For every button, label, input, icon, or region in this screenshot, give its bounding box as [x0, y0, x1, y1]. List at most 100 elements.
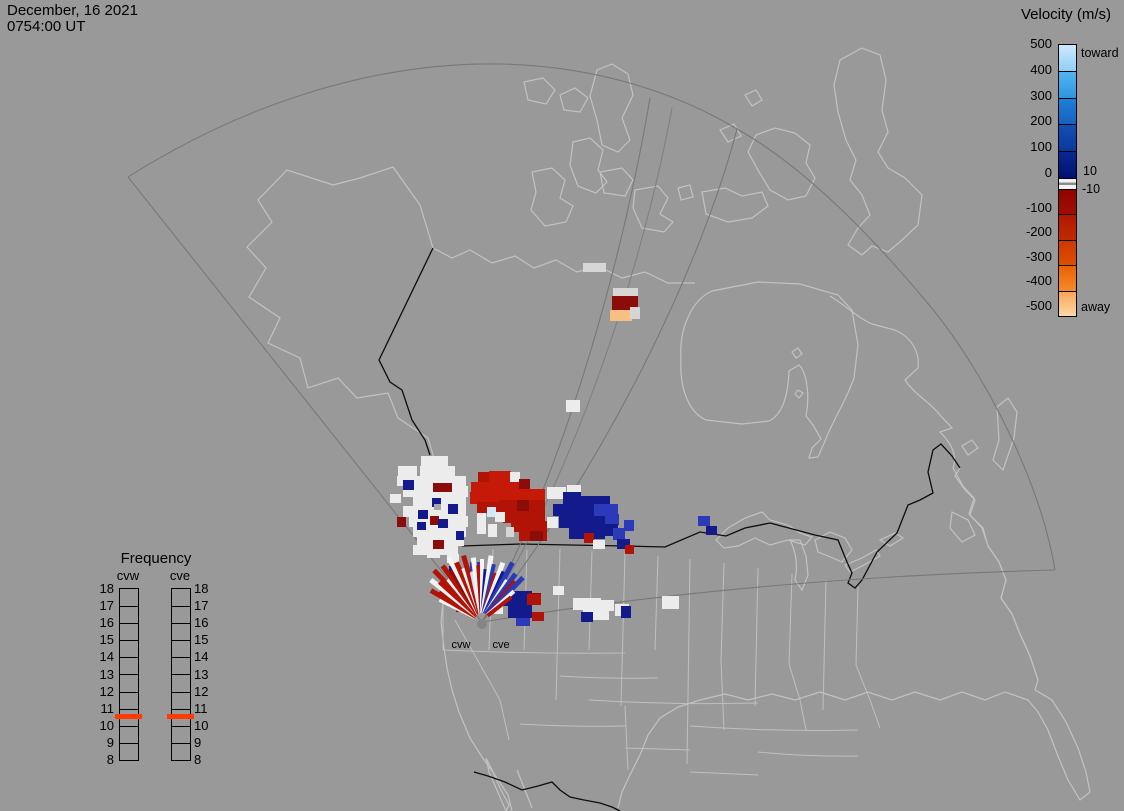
frequency-bar-segment	[120, 606, 138, 623]
arctic-island-9	[701, 187, 769, 223]
frequency-tick: 15	[99, 632, 114, 648]
colorbar-tick: -200	[1025, 224, 1052, 239]
colorbar-segment	[1059, 45, 1076, 71]
frequency-bar-cvw	[119, 588, 139, 761]
velocity-cell-nw_ground_scatter	[421, 456, 448, 467]
frequency-tick: 18	[99, 581, 114, 596]
frequency-bar-segment	[120, 725, 138, 743]
arctic-island-7	[632, 185, 674, 233]
atlantic-coast	[954, 467, 1039, 691]
frequency-bar-segment	[120, 708, 138, 726]
frequency-tick: 9	[106, 734, 114, 750]
velocity-cell-red_blob	[530, 531, 543, 541]
velocity-cell-red_blob	[547, 517, 558, 528]
baja-california	[485, 757, 533, 811]
colorbar-tick: -500	[1025, 297, 1052, 313]
away-label: away	[1081, 300, 1111, 314]
frequency-tick: 8	[194, 752, 202, 767]
frequency-bar-segment	[172, 606, 190, 623]
frequency-tick: 17	[194, 598, 209, 614]
velocity-cell-nw_ground_scatter	[413, 526, 466, 537]
velocity-cell-near_radar_blocks	[516, 618, 530, 626]
colorbar-tick: -400	[1025, 273, 1052, 288]
velocity-cell-red_blob	[489, 471, 511, 482]
colorbar-tick: -100	[1025, 199, 1052, 215]
colorbar-zero-band	[1059, 177, 1076, 189]
velocity-cell-near_radar_blocks	[532, 612, 544, 621]
frequency-marker-cve	[167, 713, 194, 719]
arctic-island-2	[569, 137, 608, 194]
frequency-marker-cvw	[115, 713, 142, 719]
velocity-cell-nw_ground_scatter	[407, 476, 466, 487]
arctic-island-8	[677, 89, 763, 201]
velocity-cell-blue_blob	[553, 504, 595, 516]
radar-site-dot	[477, 619, 487, 629]
velocity-cell-blue_blob	[559, 516, 607, 528]
frequency-bar-segment	[172, 640, 190, 657]
velocity-cell-red_blob	[487, 507, 496, 517]
frequency-bar-segment	[120, 691, 138, 709]
colorbar-segment	[1059, 70, 1076, 98]
velocity-cell-blue_blob	[698, 516, 710, 526]
velocity-cell-red_blob	[506, 527, 514, 537]
velocity-cell-north_patch	[630, 307, 640, 319]
frequency-tick: 11	[100, 700, 115, 716]
velocity-cell-nw_dots	[418, 510, 428, 519]
velocity-cell-red_blob	[519, 479, 530, 489]
velocity-cell-nw_ground_scatter	[390, 494, 401, 503]
colorbar-tick: 400	[1030, 61, 1052, 77]
frequency-tick: 13	[194, 666, 209, 682]
colorbar-tick: 500	[1030, 36, 1052, 51]
frequency-tick: 12	[99, 683, 114, 699]
velocity-cell-near_radar_blocks	[508, 606, 532, 618]
time-text: 0754:00 UT	[7, 18, 86, 35]
velocity-cell-east_cells	[583, 610, 609, 620]
inner-neg-label: -10	[1082, 182, 1101, 196]
velocity-cell-nw_dots	[432, 498, 441, 507]
frequency-bar-segment	[172, 691, 190, 709]
colorbar-segment	[1059, 124, 1076, 152]
frequency-tick: 11	[194, 700, 208, 716]
colorbar-segment	[1059, 97, 1076, 125]
frequency-bar-segment	[172, 623, 190, 640]
velocity-cell-nw_dots	[456, 531, 464, 540]
velocity-cell-blue_blob	[706, 526, 717, 535]
fan-beam-line-1	[481, 97, 651, 623]
velocity-cell-east_cells	[662, 596, 679, 609]
frequency-bar-segment	[120, 589, 138, 606]
frequency-bar-segment	[172, 674, 190, 691]
velocity-cell-red_blob	[503, 511, 545, 523]
velocity-cell-east_cells	[573, 598, 601, 610]
velocity-cell-nw_dots	[433, 483, 452, 492]
lake-superior	[715, 511, 814, 549]
colorbar-tick: 100	[1030, 139, 1052, 155]
velocity-cell-nw_dots	[448, 504, 458, 514]
frequency-tick: 17	[99, 598, 114, 614]
velocity-cell-red_blob	[477, 513, 486, 534]
velocity-cell-blue_blob	[584, 533, 594, 543]
lake-michigan	[789, 539, 809, 592]
frequency-bar-segment	[172, 589, 190, 606]
frequency-tick: 16	[99, 615, 114, 631]
frequency-tick: 15	[194, 632, 209, 648]
velocity-cell-nw_ground_scatter	[420, 466, 455, 477]
frequency-tick: 10	[194, 717, 209, 733]
lake-erie-ontario	[844, 532, 905, 573]
velocity-cell-blue_blob	[567, 485, 581, 495]
ungava-labrador-coast	[829, 295, 1039, 681]
velocity-cell-nw_ground_scatter	[398, 466, 417, 477]
colorbar-segment	[1059, 239, 1076, 266]
frequency-bar-cve	[171, 588, 191, 761]
velocity-cell-blue_blob	[625, 545, 634, 554]
colorbar-segment	[1059, 290, 1076, 317]
frequency-column-cvw: cvw	[116, 568, 140, 583]
colorbar-tick: 0	[1044, 165, 1052, 180]
arctic-coast	[432, 247, 695, 284]
frequency-tick: 10	[99, 717, 114, 733]
frequency-bar-segment	[172, 657, 190, 674]
arctic-island-5	[559, 87, 589, 113]
gulf-florida-coast	[617, 689, 1091, 809]
velocity-cell-red_blob	[511, 521, 547, 532]
velocity-cell-red_blob	[488, 524, 497, 537]
velocity-cell-east_cells	[621, 606, 631, 618]
